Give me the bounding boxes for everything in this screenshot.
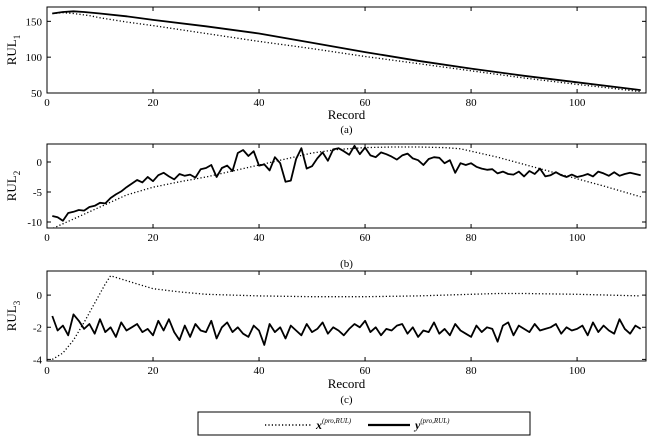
x-axis-label: Record	[328, 107, 366, 122]
series-x-pro-rul-line	[52, 12, 641, 93]
y-tick-label: 100	[26, 52, 43, 64]
x-tick-label: 0	[44, 232, 50, 244]
y-tick-label: -10	[27, 217, 42, 229]
panel-caption: (b)	[340, 258, 353, 270]
legend-x-symbol: x	[315, 418, 322, 432]
legend-y-symbol: y	[413, 418, 421, 432]
x-tick-label: 100	[569, 97, 586, 109]
x-tick-label: 0	[44, 365, 50, 377]
x-tick-label: 60	[360, 365, 372, 377]
x-tick-label: 40	[254, 97, 266, 109]
plot-frame	[46, 143, 647, 229]
y-axis-label-subscript: 2	[12, 171, 22, 176]
x-axis-label: Record	[328, 376, 366, 391]
y-axis-label-text: RUL	[4, 305, 19, 331]
y-axis-label-subscript: 3	[12, 300, 22, 305]
x-tick-label: 80	[466, 232, 478, 244]
y-axis-label-text: RUL	[4, 39, 19, 65]
series-y-pro-rul-line	[51, 313, 642, 346]
plot-frame	[46, 6, 647, 94]
chart-panel-1: 0 20 40 60 80 100 50 100 150 RUL1 Record (a)	[4, 6, 647, 136]
chart-panel-3: 0 20 40 60 80 100 -4 -2 0 RUL3 Record (c)	[4, 270, 647, 406]
legend-label-x: x(pro,RUL)	[315, 417, 352, 432]
x-tick-label: 20	[148, 365, 160, 377]
legend-label-y: y(pro,RUL)	[413, 417, 450, 432]
legend: x(pro,RUL) y(pro,RUL)	[197, 411, 531, 436]
chart-panel-2: 0 20 40 60 80 100 -10 -5 0 RUL2 (b)	[4, 143, 647, 270]
x-tick-label: 20	[148, 97, 160, 109]
series-y-pro-rul-line	[52, 10, 641, 91]
y-tick-label: -4	[33, 354, 43, 366]
y-tick-label: -2	[33, 322, 42, 334]
series-x-pro-rul-line	[51, 275, 641, 360]
panel-caption: (a)	[340, 124, 353, 136]
y-axis-label: RUL1	[4, 35, 22, 66]
panel-caption: (c)	[340, 394, 353, 406]
x-tick-label: 100	[569, 232, 586, 244]
y-axis-label-subscript: 1	[12, 35, 22, 40]
y-tick-label: 150	[26, 16, 43, 28]
y-axis-label: RUL2	[4, 171, 22, 202]
legend-y-sup: (pro,RUL)	[420, 417, 450, 425]
plot-frame	[46, 270, 647, 362]
x-tick-label: 80	[466, 97, 478, 109]
y-tick-label: 0	[37, 157, 43, 169]
x-tick-label: 60	[360, 97, 372, 109]
y-tick-label: 0	[37, 290, 43, 302]
y-tick-label: -5	[33, 187, 43, 199]
x-tick-label: 80	[466, 365, 478, 377]
series-x-pro-rul-line	[52, 146, 641, 228]
x-tick-label: 60	[360, 232, 372, 244]
y-axis-label-text: RUL	[4, 175, 19, 201]
y-tick-label: 50	[31, 88, 43, 100]
x-tick-label: 100	[569, 365, 586, 377]
x-tick-label: 40	[254, 232, 266, 244]
series-y-pro-rul-line	[52, 144, 641, 222]
legend-x-sup: (pro,RUL)	[322, 417, 352, 425]
legend-box	[197, 411, 531, 436]
x-tick-label: 40	[254, 365, 266, 377]
x-tick-label: 20	[148, 232, 160, 244]
x-tick-label: 0	[44, 97, 50, 109]
y-axis-label: RUL3	[4, 300, 22, 331]
